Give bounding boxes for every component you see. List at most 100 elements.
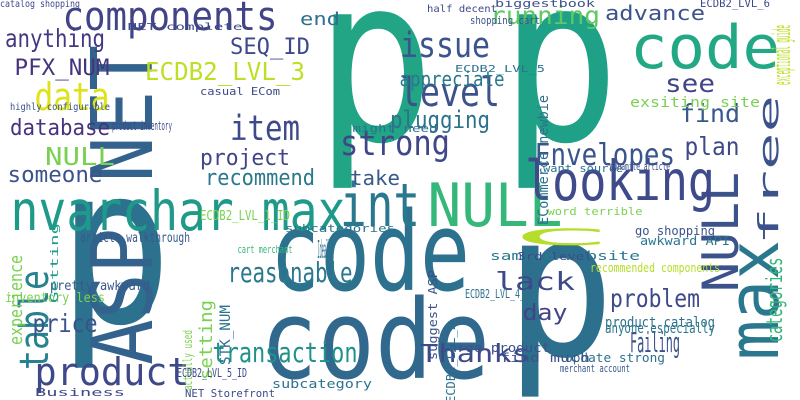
word: STK_NUM: [218, 305, 234, 365]
word: ECDB2_LVL_1_ID: [200, 209, 290, 224]
word: exceptional guide: [768, 25, 796, 85]
word: ECDB2_LVL_3: [145, 57, 305, 86]
word: setting: [196, 300, 217, 380]
word: ECDB2_LVL_6: [700, 0, 770, 10]
word: see: [665, 69, 715, 98]
word: reasonable: [228, 256, 353, 289]
word: ECDB2_LVL_5_ID: [177, 366, 247, 380]
word: word terrible: [548, 205, 643, 218]
word: ECDB2_LVL_5: [455, 64, 545, 75]
word: large product: [440, 341, 550, 355]
word: categories: [763, 258, 788, 343]
word: code: [270, 188, 470, 316]
word: p: [58, 118, 173, 374]
word: recommend: [205, 166, 315, 191]
word: product catalog: [605, 315, 715, 331]
word: NULL: [428, 171, 563, 241]
word: Envelopes: [535, 138, 675, 173]
word: code: [630, 13, 780, 83]
word: Thanks: [420, 339, 530, 368]
word: advance: [605, 1, 705, 25]
word: Business: [35, 386, 125, 399]
word: ECDB2_LVL_4_ID: [465, 287, 535, 301]
word: product: [35, 350, 190, 394]
word: article walkthrough: [80, 231, 190, 246]
word: anyone especially: [605, 321, 715, 337]
word: Getting: [48, 223, 61, 303]
word: Update strong: [565, 351, 665, 365]
word: free: [752, 95, 785, 245]
word: shopping cart: [470, 14, 540, 27]
word: strong: [340, 124, 450, 164]
word: SEQ_ID: [230, 35, 310, 60]
word: nvarchar max: [11, 179, 346, 243]
word: biggestbook: [495, 0, 596, 10]
word: transaction: [213, 336, 358, 369]
word: recommended components: [590, 261, 720, 275]
word: int: [340, 171, 420, 241]
word: project: [200, 146, 290, 171]
word: price: [33, 309, 98, 338]
word: merchant account: [560, 362, 630, 375]
word: actually used: [181, 330, 195, 390]
word: plugging: [390, 106, 490, 134]
word: exsiting site: [630, 95, 760, 111]
word: day: [523, 301, 568, 326]
word: cart merchant: [238, 243, 293, 256]
word: end: [300, 9, 340, 30]
word: max: [713, 240, 795, 360]
word: appreciate: [400, 67, 505, 91]
word: highly configurable: [10, 102, 110, 113]
word: item: [230, 109, 300, 149]
word: product inventory: [112, 119, 172, 133]
word: code: [260, 276, 490, 400]
word: level: [400, 70, 500, 116]
word: someone: [8, 163, 103, 188]
word: take: [350, 166, 400, 190]
word: problem: [610, 284, 700, 313]
word: subcategories: [285, 222, 395, 235]
word: half decent: [427, 4, 497, 15]
word: NET Storefront: [185, 387, 275, 400]
word: looking: [525, 149, 715, 213]
word: NULL: [45, 142, 115, 171]
word: ECommerce newbie: [536, 95, 552, 225]
word: find: [680, 99, 740, 128]
word: awkward API: [640, 234, 730, 248]
word: NET complete: [128, 22, 243, 33]
word: components: [63, 0, 278, 40]
word: experience: [6, 255, 27, 345]
word: data: [35, 75, 110, 119]
word: database: [10, 116, 110, 141]
word: might need: [353, 122, 438, 135]
word: 3rd level: [518, 250, 593, 263]
word: dynamite article: [610, 160, 670, 173]
word: ECDB2_LVL_2: [444, 323, 458, 400]
word: catalog shopping: [0, 0, 80, 10]
word: lack: [495, 267, 575, 296]
word: sample website: [490, 249, 640, 263]
word: ASP NET: [74, 45, 173, 365]
word: subcategory: [272, 377, 372, 391]
word: inventory less: [5, 291, 105, 306]
word: issue: [400, 26, 490, 66]
word: p: [505, 170, 615, 400]
word: go shopping: [635, 224, 715, 238]
word: suggest ASP: [426, 270, 440, 360]
word: c: [505, 218, 615, 253]
word: pretty awkward: [50, 279, 150, 294]
word: plan: [685, 132, 740, 161]
word: p: [315, 0, 435, 195]
word: anything: [5, 24, 105, 53]
word: table: [12, 270, 58, 370]
word: running: [490, 1, 600, 30]
word: find much: [500, 351, 590, 365]
word: p: [500, 0, 620, 195]
word: want source: [543, 162, 623, 175]
word: casual ECom: [200, 85, 280, 98]
word: PFX_NUM: [15, 56, 110, 81]
word: Ideally: [318, 235, 333, 264]
word: NULL: [692, 172, 750, 292]
